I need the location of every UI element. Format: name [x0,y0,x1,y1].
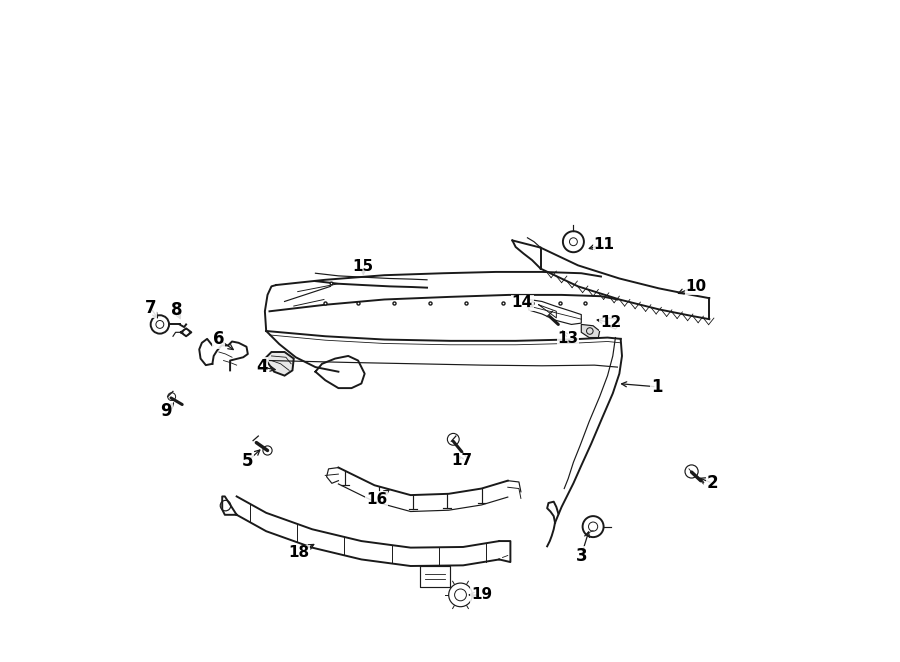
Text: 19: 19 [471,587,492,602]
Text: 6: 6 [212,330,224,348]
Text: 14: 14 [511,295,533,310]
Text: 4: 4 [256,358,267,376]
Text: 9: 9 [160,402,172,420]
Text: 5: 5 [242,452,254,470]
Text: 1: 1 [651,378,662,396]
Text: 11: 11 [594,237,615,252]
Polygon shape [581,324,599,338]
Text: 7: 7 [145,299,157,317]
Text: 8: 8 [170,301,182,319]
Text: 15: 15 [353,259,374,274]
Text: 17: 17 [451,453,472,469]
Text: 2: 2 [706,474,718,493]
Text: 16: 16 [366,493,387,507]
Text: 10: 10 [686,279,706,294]
Text: 3: 3 [575,547,587,565]
Text: 18: 18 [289,545,310,560]
Text: 13: 13 [558,332,579,346]
Polygon shape [265,352,293,375]
Text: 12: 12 [600,315,622,330]
